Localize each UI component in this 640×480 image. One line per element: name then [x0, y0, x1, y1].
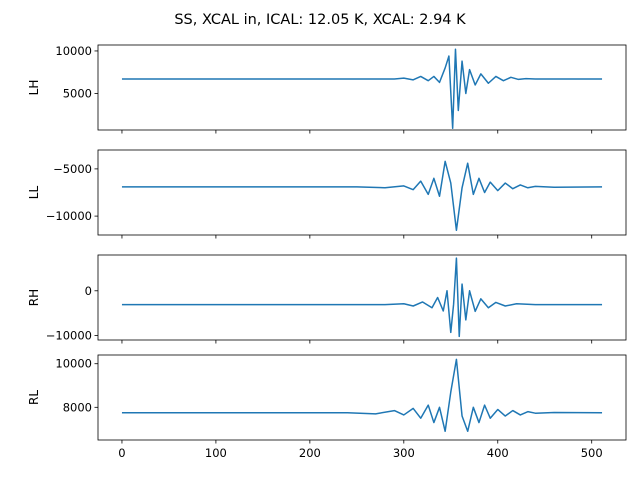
- y-axis-label: RH: [27, 289, 41, 306]
- y-axis-label: RL: [27, 390, 41, 405]
- x-tick-label: 400: [487, 446, 509, 460]
- x-tick-label: 0: [118, 446, 125, 460]
- axes-frame: [97, 44, 627, 131]
- subplot-rl: 0 100 200 300 400 500 8000 10000 RL: [27, 354, 627, 460]
- y-tick-label: −5000: [53, 162, 92, 176]
- subplot-rh: −10000 0 RH: [27, 254, 627, 344]
- y-tick-label: 10000: [55, 357, 92, 371]
- y-tick-label: 5000: [63, 86, 92, 100]
- subplot-ll: −10000 −5000 LL: [27, 149, 627, 239]
- y-tick-label: 10000: [55, 44, 92, 58]
- series-line-ll-0: [121, 160, 603, 232]
- x-tick-label: 500: [581, 446, 603, 460]
- y-tick-label: −10000: [46, 209, 92, 223]
- figure-title: SS, XCAL in, ICAL: 12.05 K, XCAL: 2.94 K: [174, 12, 466, 28]
- y-tick-label: 0: [85, 284, 92, 298]
- x-tick-label: 100: [205, 446, 227, 460]
- y-tick-label: 8000: [63, 400, 92, 414]
- x-tick-label: 200: [299, 446, 321, 460]
- series-line-rh-0: [121, 257, 603, 338]
- y-axis-label: LH: [27, 80, 41, 96]
- subplots: 5000 10000 LH −10000 −5000 LL −10000 0 RH 0 100 200…: [27, 44, 627, 460]
- series-line-rl-0: [121, 358, 603, 433]
- axes-frame: [97, 354, 627, 441]
- x-tick-label: 300: [393, 446, 415, 460]
- y-axis-label: LL: [27, 186, 41, 200]
- y-tick-label: −10000: [46, 329, 92, 343]
- axes-frame: [97, 149, 627, 236]
- series-line-lh-0: [121, 48, 603, 130]
- subplot-lh: 5000 10000 LH: [27, 44, 627, 134]
- axes-frame: [97, 254, 627, 341]
